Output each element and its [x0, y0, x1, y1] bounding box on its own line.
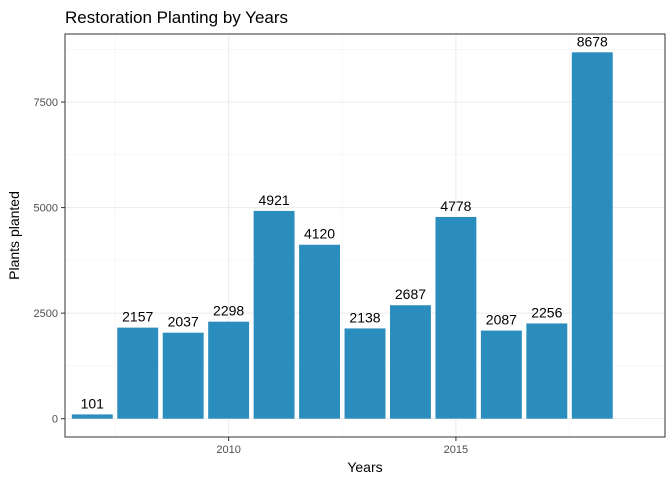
- y-tick-label: 0: [52, 414, 58, 426]
- y-axis-title: Plants planted: [6, 191, 22, 280]
- bar-2016: [480, 330, 522, 419]
- bar-2010: [208, 321, 250, 419]
- bar-2008: [117, 327, 159, 419]
- y-axis: 0 2500 5000 7500: [34, 97, 65, 426]
- chart-title: Restoration Planting by Years: [65, 8, 288, 27]
- data-labels: 101 2157 2037 2298 4921 4120 2138 2687 4778 2087 2…: [81, 33, 608, 411]
- y-tick-label: 5000: [34, 203, 58, 215]
- data-label-2017: 2256: [531, 304, 562, 320]
- bar-2013: [344, 328, 386, 419]
- data-label-2018: 8678: [577, 33, 608, 49]
- data-label-2008: 2157: [122, 309, 153, 325]
- bar-2009: [162, 332, 204, 419]
- data-label-2014: 2687: [395, 286, 426, 302]
- bar-2011: [253, 210, 295, 419]
- data-label-2016: 2087: [486, 312, 517, 328]
- data-label-2013: 2138: [349, 309, 380, 325]
- bar-2018: [571, 52, 613, 419]
- data-label-2012: 4120: [304, 226, 335, 242]
- plot-panel: [64, 33, 666, 438]
- x-tick-label: 2010: [216, 444, 240, 456]
- bar-2017: [526, 323, 568, 419]
- data-label-2010: 2298: [213, 303, 244, 319]
- x-tick-label: 2015: [444, 444, 468, 456]
- data-label-2011: 4921: [259, 192, 290, 208]
- data-label-2015: 4778: [440, 198, 471, 214]
- bars: [71, 52, 613, 419]
- x-axis-title: Years: [347, 459, 382, 475]
- data-label-2007: 101: [81, 395, 105, 411]
- data-label-2009: 2037: [168, 314, 199, 330]
- bar-2014: [390, 305, 431, 419]
- bar-2012: [299, 244, 340, 419]
- bar-2007: [71, 414, 113, 419]
- y-tick-label: 2500: [34, 308, 58, 320]
- bar-2015: [435, 216, 477, 419]
- y-tick-label: 7500: [34, 97, 58, 109]
- x-axis: 2010 2015: [216, 437, 468, 456]
